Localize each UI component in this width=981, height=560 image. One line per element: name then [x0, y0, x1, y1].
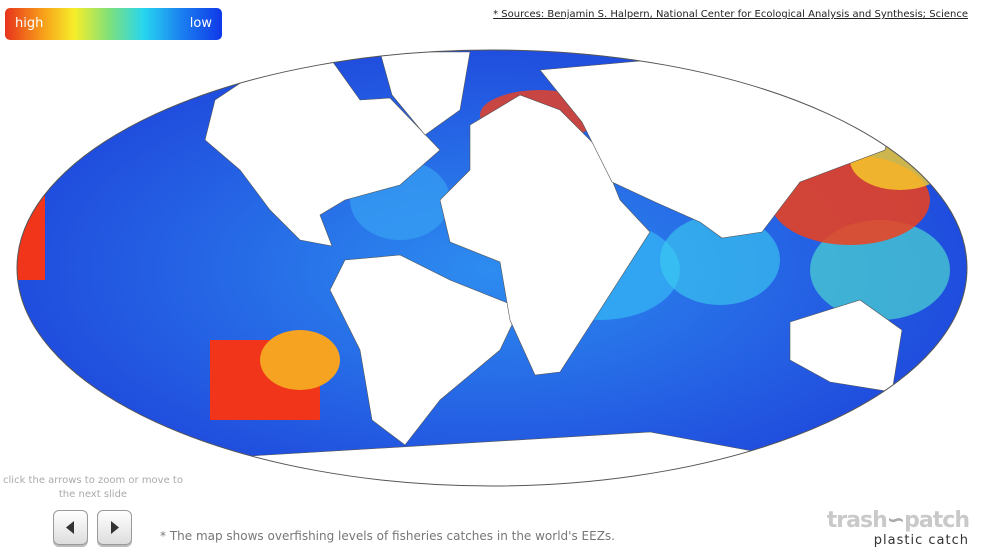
legend-high: high — [15, 16, 44, 31]
logo-right: patch — [904, 508, 970, 533]
next-button[interactable] — [97, 510, 132, 545]
source-link[interactable]: * Sources: Benjamin S. Halpern, National… — [493, 9, 968, 20]
logo-left: trash — [826, 508, 888, 533]
caption: * The map shows overfishing levels of fi… — [160, 529, 615, 543]
prev-button[interactable] — [53, 510, 88, 545]
logo: trash∽patch plastic catch — [826, 508, 970, 548]
logo-tagline: plastic catch — [873, 533, 969, 548]
next-arrow — [111, 521, 119, 534]
logo-brand: trash∽patch — [826, 508, 970, 533]
prev-arrow — [66, 521, 74, 534]
instructions: click the arrows to zoom or move to the … — [3, 475, 183, 500]
legend-low: low — [189, 16, 212, 31]
legend: high low — [5, 8, 222, 40]
